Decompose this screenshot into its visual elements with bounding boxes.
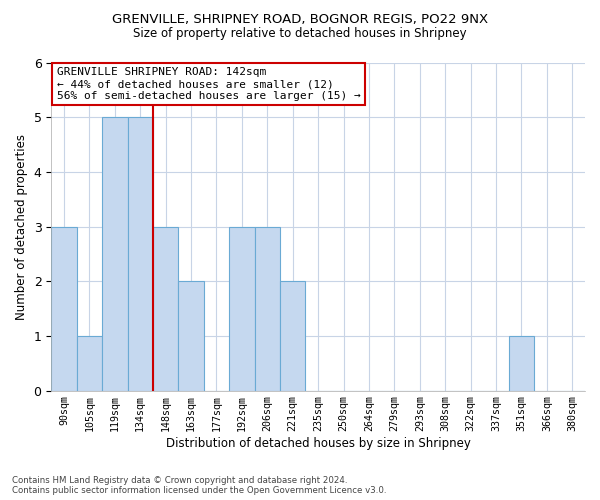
Text: Contains HM Land Registry data © Crown copyright and database right 2024.
Contai: Contains HM Land Registry data © Crown c… <box>12 476 386 495</box>
Bar <box>128 117 153 390</box>
Bar <box>280 281 305 390</box>
X-axis label: Distribution of detached houses by size in Shripney: Distribution of detached houses by size … <box>166 437 470 450</box>
Text: GRENVILLE SHRIPNEY ROAD: 142sqm
← 44% of detached houses are smaller (12)
56% of: GRENVILLE SHRIPNEY ROAD: 142sqm ← 44% of… <box>56 68 361 100</box>
Text: Size of property relative to detached houses in Shripney: Size of property relative to detached ho… <box>133 28 467 40</box>
Bar <box>102 117 128 390</box>
Bar <box>153 226 178 390</box>
Y-axis label: Number of detached properties: Number of detached properties <box>15 134 28 320</box>
Text: GRENVILLE, SHRIPNEY ROAD, BOGNOR REGIS, PO22 9NX: GRENVILLE, SHRIPNEY ROAD, BOGNOR REGIS, … <box>112 12 488 26</box>
Bar <box>229 226 254 390</box>
Bar <box>178 281 204 390</box>
Bar <box>254 226 280 390</box>
Bar <box>51 226 77 390</box>
Bar <box>77 336 102 390</box>
Bar <box>509 336 534 390</box>
